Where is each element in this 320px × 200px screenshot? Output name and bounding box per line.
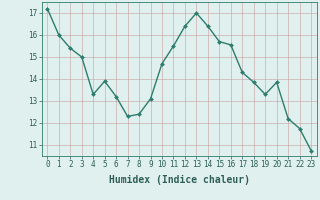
X-axis label: Humidex (Indice chaleur): Humidex (Indice chaleur)	[109, 175, 250, 185]
